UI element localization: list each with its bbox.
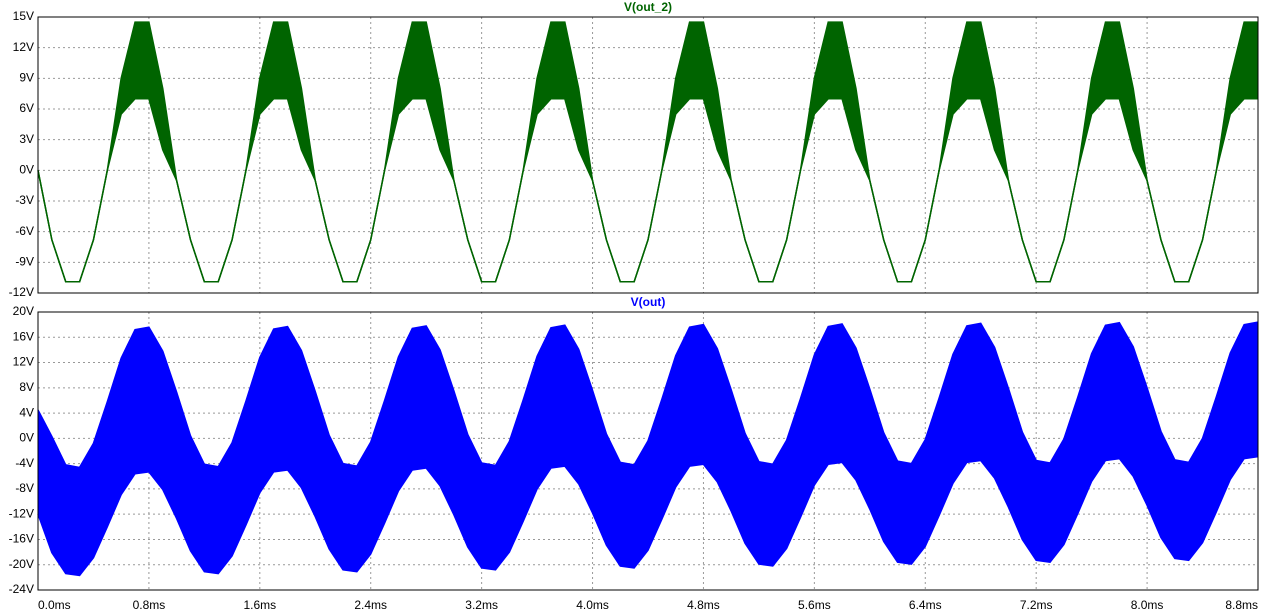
y-tick-label: -4V — [15, 456, 34, 470]
y-tick-label: 12V — [13, 355, 34, 369]
y-tick-label: -3V — [15, 193, 34, 207]
y-tick-label: 6V — [19, 101, 34, 115]
chart-title: V(out_2) — [624, 0, 672, 14]
y-tick-label: 20V — [13, 304, 34, 318]
y-tick-label: -16V — [9, 532, 34, 546]
y-tick-label: 15V — [13, 9, 34, 23]
y-tick-label: -9V — [15, 255, 34, 269]
signal-low — [37, 455, 1259, 577]
signal-high — [37, 21, 1258, 283]
x-tick-label: 8.8ms — [1225, 598, 1258, 612]
y-tick-label: 9V — [19, 71, 34, 85]
signal-high — [37, 321, 1259, 469]
signal-band — [38, 322, 1258, 576]
x-tick-label: 2.4ms — [354, 598, 387, 612]
x-tick-label: 6.4ms — [909, 598, 942, 612]
y-tick-label: 4V — [19, 405, 34, 419]
y-tick-label: 0V — [19, 431, 34, 445]
x-tick-label: 4.8ms — [687, 598, 720, 612]
y-tick-label: -12V — [9, 285, 34, 299]
signal-band — [38, 22, 1258, 282]
x-tick-label: 1.6ms — [243, 598, 276, 612]
plot-frame — [37, 311, 1259, 591]
y-tick-label: 0V — [19, 163, 34, 177]
y-tick-label: -20V — [9, 557, 34, 571]
signal-low — [37, 98, 1258, 283]
y-tick-label: 16V — [13, 329, 34, 343]
y-tick-label: 8V — [19, 380, 34, 394]
x-tick-label: 0.8ms — [133, 598, 166, 612]
y-tick-label: 3V — [19, 132, 34, 146]
y-tick-label: -12V — [9, 506, 34, 520]
plot-frame — [37, 16, 1259, 294]
y-tick-label: -24V — [9, 582, 34, 596]
y-tick-label: 12V — [13, 40, 34, 54]
chart-title: V(out) — [631, 295, 666, 309]
y-tick-label: -8V — [15, 481, 34, 495]
x-tick-label: 7.2ms — [1020, 598, 1053, 612]
x-tick-label: 0.0ms — [38, 598, 71, 612]
x-tick-label: 3.2ms — [465, 598, 498, 612]
y-tick-label: -6V — [15, 224, 34, 238]
x-tick-label: 4.0ms — [576, 598, 609, 612]
x-tick-label: 8.0ms — [1131, 598, 1164, 612]
x-tick-label: 5.6ms — [798, 598, 831, 612]
